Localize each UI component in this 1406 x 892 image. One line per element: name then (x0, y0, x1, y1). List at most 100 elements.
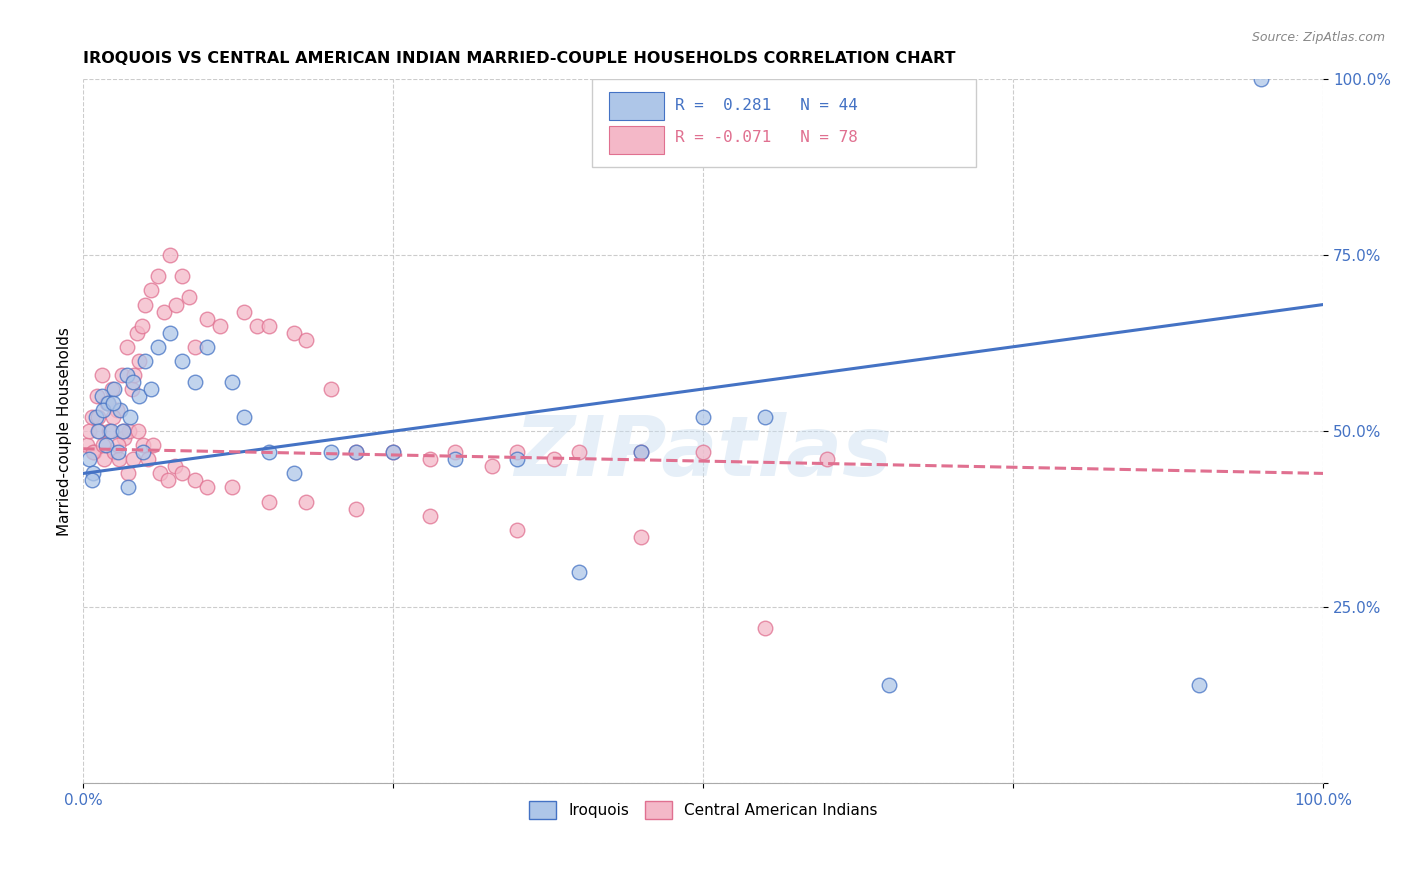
Point (83, 445, 105, 459)
Point (259, 494, 281, 508)
Point (101, 410, 124, 425)
Point (103, 445, 125, 459)
Point (79, 424, 101, 438)
Point (568, 445, 591, 459)
Text: R =  0.281   N = 44: R = 0.281 N = 44 (675, 98, 858, 113)
Point (112, 431, 135, 445)
Point (295, 494, 318, 508)
Point (233, 304, 256, 318)
Point (506, 445, 529, 459)
Point (107, 445, 129, 459)
Point (172, 269, 194, 284)
Text: R = -0.071   N = 78: R = -0.071 N = 78 (675, 130, 858, 145)
Point (382, 445, 405, 459)
Point (120, 410, 142, 425)
Point (754, 410, 776, 425)
Point (111, 424, 134, 438)
Point (141, 382, 163, 396)
Point (141, 284, 163, 298)
Point (122, 452, 145, 467)
Point (87, 424, 110, 438)
Point (121, 382, 143, 396)
Point (97, 396, 120, 410)
Point (136, 452, 159, 467)
Point (444, 452, 467, 467)
Point (195, 311, 218, 326)
Point (87, 410, 110, 425)
Text: IROQUOIS VS CENTRAL AMERICAN INDIAN MARRIED-COUPLE HOUSEHOLDS CORRELATION CHART: IROQUOIS VS CENTRAL AMERICAN INDIAN MARR… (83, 51, 956, 66)
Point (80, 410, 103, 425)
Point (754, 621, 776, 635)
Point (110, 403, 132, 417)
Point (221, 375, 243, 389)
Point (115, 368, 138, 382)
Point (101, 382, 124, 396)
Point (146, 340, 169, 354)
Point (142, 438, 165, 452)
FancyBboxPatch shape (609, 126, 664, 154)
Point (82, 467, 104, 481)
Point (134, 354, 156, 368)
Point (419, 508, 441, 523)
Point (195, 481, 218, 495)
Point (382, 445, 405, 459)
Point (444, 445, 467, 459)
Point (692, 410, 714, 425)
Point (117, 467, 139, 481)
Point (94, 438, 117, 452)
Point (195, 340, 218, 354)
Point (100, 424, 122, 438)
Point (97, 396, 120, 410)
Point (877, 677, 900, 691)
Point (90, 389, 112, 403)
Point (105, 403, 128, 417)
Point (128, 354, 150, 368)
Point (80, 474, 103, 488)
Point (172, 467, 194, 481)
Point (344, 501, 367, 516)
Point (184, 474, 207, 488)
Point (117, 481, 139, 495)
Point (221, 481, 243, 495)
Point (419, 452, 441, 467)
Point (91, 403, 114, 417)
Point (108, 452, 131, 467)
Text: Source: ZipAtlas.com: Source: ZipAtlas.com (1251, 31, 1385, 45)
Point (630, 445, 652, 459)
Point (506, 452, 529, 467)
Point (568, 565, 591, 579)
Point (159, 248, 181, 262)
Legend: Iroquois, Central American Indians: Iroquois, Central American Indians (523, 795, 884, 825)
Point (630, 445, 652, 459)
Y-axis label: Married-couple Households: Married-couple Households (58, 326, 72, 535)
Point (107, 438, 129, 452)
Point (208, 318, 231, 333)
Point (177, 291, 200, 305)
Point (122, 368, 145, 382)
Point (233, 410, 256, 425)
Point (115, 340, 138, 354)
Point (146, 269, 169, 284)
Point (149, 467, 172, 481)
Point (84, 410, 107, 425)
Point (283, 326, 305, 340)
Point (630, 530, 652, 544)
Point (165, 459, 187, 474)
Point (321, 445, 343, 459)
Point (118, 424, 141, 438)
Point (103, 382, 125, 396)
Point (131, 318, 153, 333)
Point (156, 474, 179, 488)
Point (259, 318, 281, 333)
Point (184, 375, 207, 389)
Point (1250, 72, 1272, 87)
Point (79, 452, 101, 467)
Point (101, 396, 124, 410)
Point (132, 438, 155, 452)
FancyBboxPatch shape (592, 79, 976, 168)
Point (295, 333, 318, 347)
Point (86, 389, 108, 403)
Point (127, 424, 149, 438)
Point (89, 424, 111, 438)
Point (91, 438, 114, 452)
